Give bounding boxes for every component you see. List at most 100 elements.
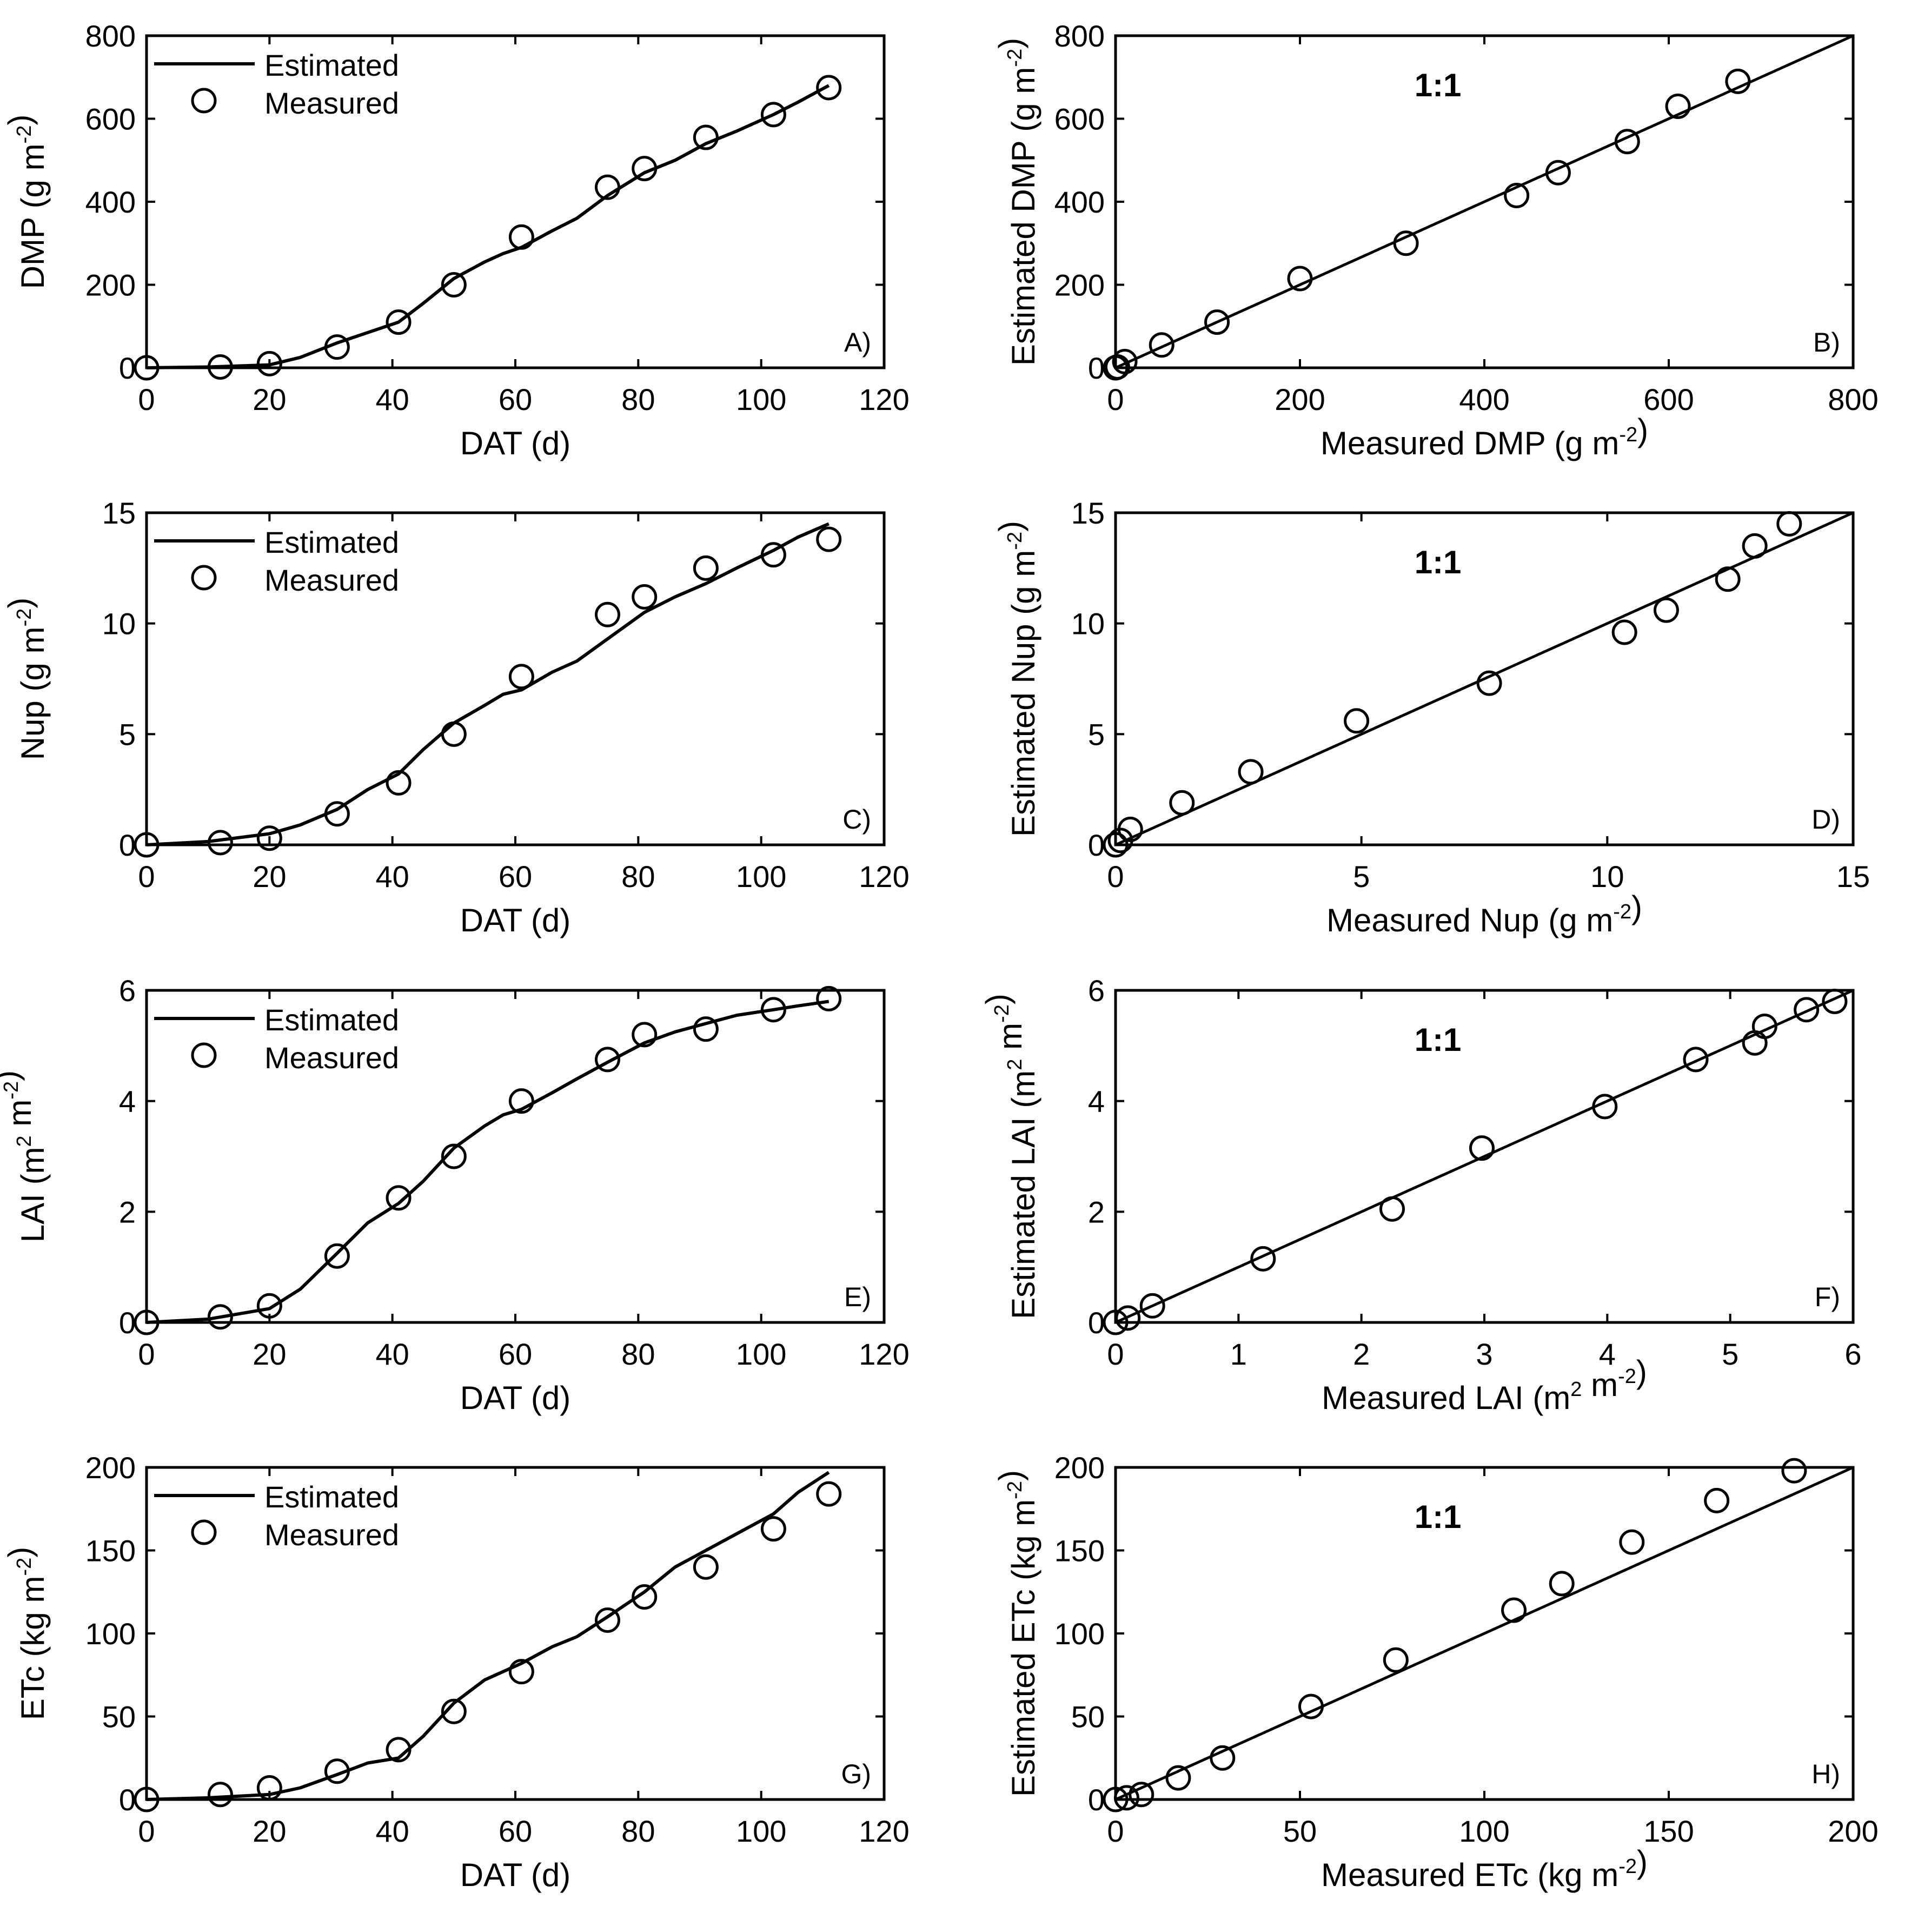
- x-tick-label: 200: [1828, 1814, 1878, 1848]
- chart-panel-d: 0 5 10 15 0 5 10 15 Measured Nup (g m-2) Estimate…: [992, 496, 1870, 938]
- y-axis-title: Estimated DMP (g m-2): [992, 38, 1041, 366]
- chart-panel-g: 0 20 40 60 80 100 120 0 50 100 150 200 DAT (d) ETc (k…: [2, 1451, 910, 1893]
- one-to-one-label: 1:1: [1415, 1499, 1462, 1535]
- x-tick-label: 120: [859, 1337, 909, 1371]
- x-tick-label: 60: [499, 1814, 532, 1848]
- axes-box: [145, 34, 886, 369]
- data-point: [816, 985, 842, 1011]
- y-tick-label: 0: [1088, 828, 1105, 862]
- x-tick-label: 0: [138, 1337, 155, 1371]
- x-tick-label: 120: [859, 382, 909, 416]
- y-tick-label: 200: [85, 268, 136, 302]
- x-tick-label: 600: [1643, 382, 1694, 416]
- y-tick-label: 0: [119, 1783, 136, 1817]
- x-tick-label: 50: [1283, 1814, 1317, 1848]
- legend: Estimated Measured: [154, 48, 399, 120]
- x-axis-title: Measured DMP (g m-2): [1321, 412, 1648, 461]
- legend: Estimated Measured: [154, 1480, 399, 1552]
- legend: Estimated Measured: [154, 1003, 399, 1075]
- data-point: [760, 102, 786, 128]
- data-point: [1250, 1246, 1276, 1272]
- one-to-one-line: [1114, 511, 1854, 846]
- data-point: [632, 156, 658, 182]
- panel-label: D): [1812, 804, 1840, 835]
- data-point: [816, 1481, 842, 1507]
- y-tick-label: 15: [1071, 496, 1105, 530]
- x-axis-title: DAT (d): [460, 902, 570, 938]
- chart-panel-f: 0 1 2 3 4 5 6 0 2 4 6 Measured LAI (m2 m-2) Estimate…: [979, 974, 1862, 1416]
- chart-panel-a: 0 20 40 60 80 100 120 0 200 400 600 800 DAT (d) DMP (…: [2, 19, 910, 461]
- y-tick-label: 200: [85, 1451, 136, 1485]
- one-to-one-line: [1114, 1466, 1854, 1801]
- x-tick-label: 5: [1353, 859, 1370, 894]
- x-tick-label: 80: [621, 1814, 655, 1848]
- data-point: [441, 721, 467, 747]
- x-tick-label: 20: [253, 1337, 286, 1371]
- data-point: [1113, 1785, 1139, 1811]
- x-tick-label: 100: [736, 859, 786, 894]
- axes-box: [145, 511, 886, 846]
- data-point: [1210, 1745, 1236, 1771]
- y-tick-label: 150: [85, 1534, 136, 1568]
- data-point: [1781, 1458, 1807, 1484]
- x-tick-label: 80: [621, 859, 655, 894]
- estimated-line: [146, 84, 830, 369]
- data-point: [207, 1304, 233, 1330]
- data-point: [760, 1516, 786, 1542]
- data-point: [1611, 619, 1637, 645]
- x-tick-label: 0: [1107, 382, 1124, 416]
- data-point: [1619, 1529, 1645, 1555]
- x-tick-label: 0: [138, 382, 155, 416]
- y-tick-label: 0: [1088, 351, 1105, 385]
- x-tick-label: 5: [1722, 1337, 1739, 1371]
- data-point: [256, 1293, 282, 1319]
- legend-label-measured: Measured: [264, 563, 399, 597]
- x-tick-label: 20: [253, 382, 286, 416]
- data-point: [134, 355, 160, 381]
- estimated-line: [146, 1000, 830, 1324]
- y-tick-label: 200: [1054, 268, 1105, 302]
- data-point: [134, 832, 160, 858]
- x-tick-label: 20: [253, 1814, 286, 1848]
- x-tick-label: 100: [1459, 1814, 1509, 1848]
- y-tick-label: 400: [1054, 185, 1105, 219]
- x-tick-label: 80: [621, 1337, 655, 1371]
- chart-panel-h: 0 50 100 150 200 0 50 100 150 200 Measured ETc (kg…: [992, 1451, 1879, 1893]
- x-tick-label: 0: [1107, 1337, 1124, 1371]
- y-tick-label: 0: [1088, 1783, 1105, 1817]
- data-point: [1751, 1014, 1777, 1040]
- legend-label-measured: Measured: [264, 86, 399, 120]
- data-point: [632, 584, 658, 610]
- data-point: [1725, 68, 1751, 94]
- y-axis-title: LAI (m2 m-2): [0, 1070, 51, 1242]
- estimated-line: [146, 1471, 830, 1801]
- x-tick-label: 40: [376, 1814, 409, 1848]
- legend-marker-swatch: [191, 88, 217, 114]
- x-tick-label: 120: [859, 1814, 909, 1848]
- y-tick-label: 400: [85, 185, 136, 219]
- data-point: [595, 601, 620, 627]
- data-point: [207, 1782, 233, 1808]
- panel-label: H): [1812, 1759, 1840, 1789]
- x-axis-title: Measured ETc (kg m-2): [1321, 1844, 1648, 1893]
- legend: Estimated Measured: [154, 525, 399, 597]
- x-tick-label: 60: [499, 1337, 532, 1371]
- data-point: [1139, 1293, 1165, 1319]
- data-point: [595, 1047, 620, 1073]
- panel-label: G): [841, 1759, 871, 1789]
- panel-label: A): [844, 327, 871, 358]
- y-tick-label: 150: [1054, 1534, 1105, 1568]
- data-point: [508, 1088, 534, 1114]
- data-point: [1614, 129, 1640, 155]
- one-to-one-label: 1:1: [1415, 1022, 1462, 1058]
- x-tick-label: 60: [499, 859, 532, 894]
- y-tick-label: 800: [1054, 19, 1105, 53]
- data-point: [1169, 790, 1195, 816]
- data-point: [816, 75, 842, 101]
- data-point: [207, 830, 233, 856]
- x-tick-label: 0: [1107, 1814, 1124, 1848]
- data-point: [1469, 1135, 1495, 1161]
- data-point: [1129, 1782, 1154, 1808]
- data-point: [693, 555, 719, 581]
- data-point: [1115, 1305, 1141, 1331]
